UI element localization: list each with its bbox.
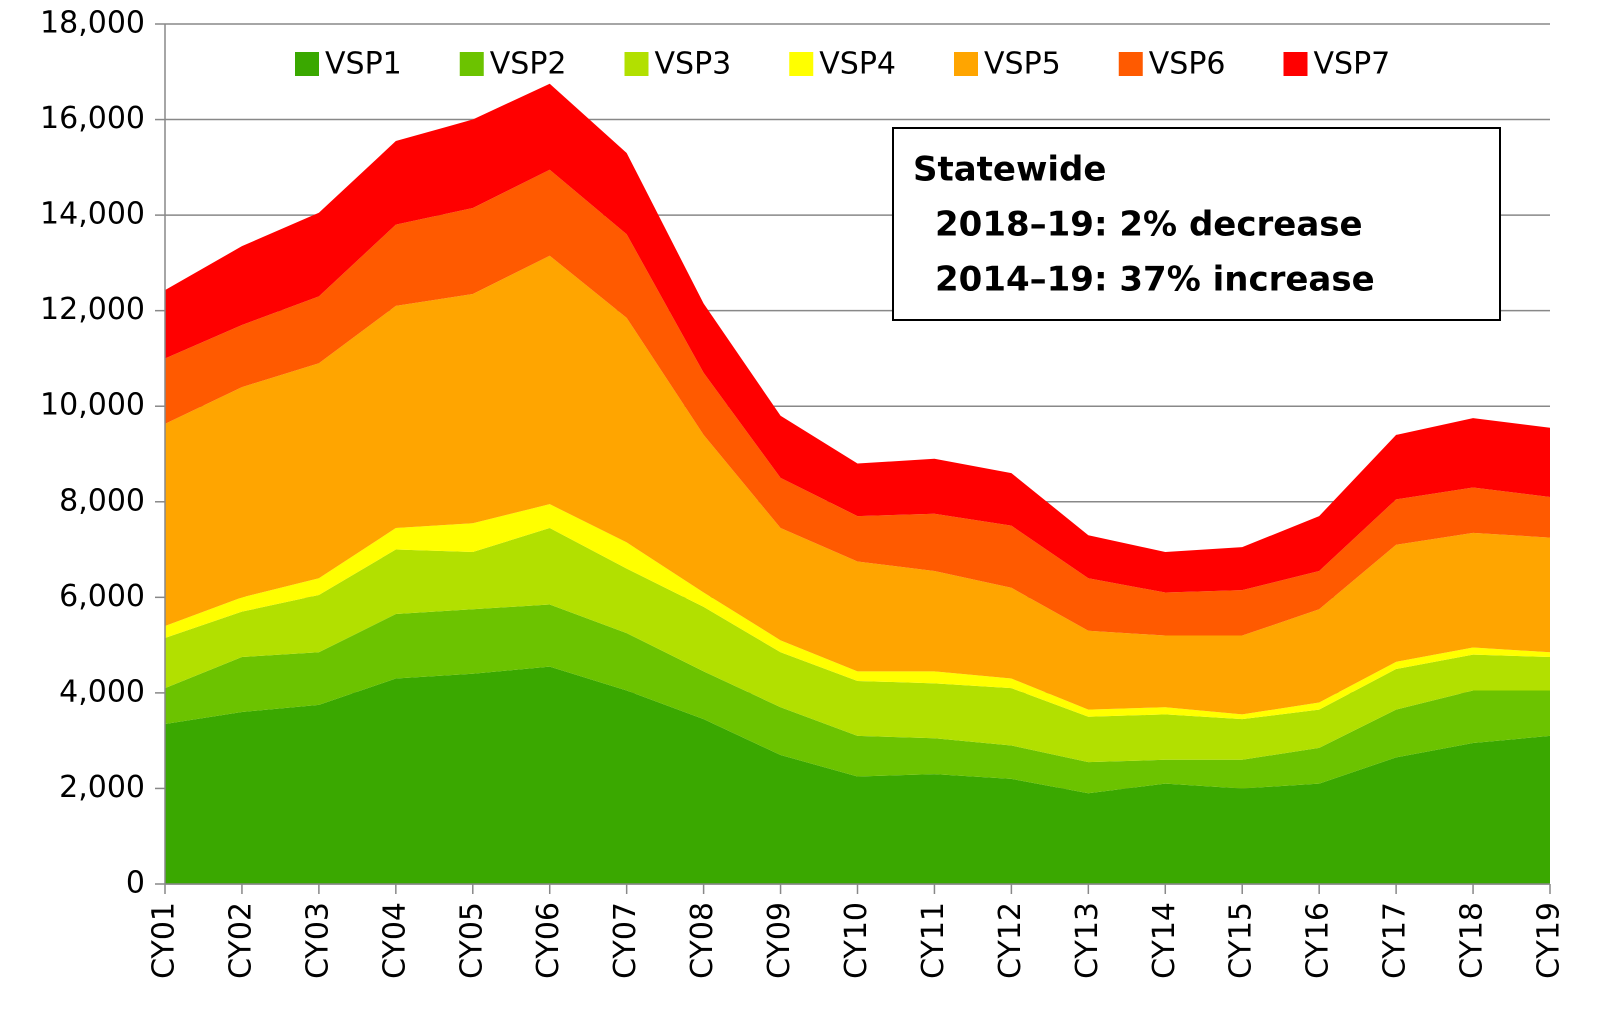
x-tick-label: CY11: [916, 902, 951, 979]
legend-swatch: [789, 52, 814, 76]
area: [165, 83, 1550, 593]
x-tick-label: CY02: [223, 902, 258, 979]
x-tick-label: CY05: [454, 902, 489, 979]
x-tick-label: CY16: [1301, 902, 1336, 979]
legend-label: VSP7: [1314, 47, 1391, 82]
y-tick-label: 8,000: [59, 483, 145, 518]
legend-swatch: [624, 52, 649, 76]
legend-label: VSP6: [1149, 47, 1226, 82]
x-tick-label: CY07: [608, 902, 643, 979]
x-tick-label: CY13: [1070, 902, 1105, 979]
x-tick-label: CY09: [762, 902, 797, 979]
x-tick-label: CY10: [839, 902, 874, 979]
y-tick-label: 12,000: [40, 292, 145, 327]
annotation: Statewide: [913, 150, 1106, 190]
axes: 0 2,000 4,000 6,000 8,000 10,000 12,000 14,000 1…: [40, 6, 1566, 979]
y-tick-label: 0: [126, 866, 145, 901]
x-tick-label: CY18: [1455, 902, 1490, 979]
x-tick-label: CY01: [147, 902, 182, 979]
annotation: 2014–19: 37% increase: [935, 260, 1375, 300]
x-tick-label: CY19: [1532, 902, 1567, 979]
y-tick-label: 14,000: [40, 197, 145, 232]
area: [165, 169, 1550, 636]
x-tick-label: CY08: [685, 902, 720, 979]
legend-swatch: [1118, 52, 1143, 76]
y-tick-label: 2,000: [59, 770, 145, 805]
y-tick-label: 6,000: [59, 579, 145, 614]
legend-swatch: [295, 52, 319, 76]
x-tick-label: CY17: [1378, 902, 1413, 979]
x-tick-label: CY06: [531, 902, 566, 979]
legend-label: VSP4: [819, 47, 896, 82]
legend-swatch: [459, 52, 484, 76]
area: [165, 666, 1550, 884]
x-tick-label: CY04: [377, 902, 412, 979]
y-tick-label: 16,000: [40, 101, 145, 136]
legend-label: VSP1: [325, 47, 402, 82]
areas: [165, 83, 1550, 884]
area: [165, 504, 1550, 720]
y-tick-label: 18,000: [40, 6, 145, 41]
legend-label: VSP5: [984, 47, 1061, 82]
area: [165, 528, 1550, 763]
x-tick-label: CY12: [993, 902, 1028, 979]
x-tick-label: CY14: [1147, 902, 1182, 979]
legend-swatch: [954, 52, 978, 76]
area: [165, 255, 1550, 715]
annotation: 2018–19: 2% decrease: [935, 205, 1363, 245]
legend-label: VSP2: [490, 47, 567, 82]
x-tick-label: CY15: [1224, 902, 1259, 979]
y-tick-label: 4,000: [59, 674, 145, 709]
annotation-box: Statewide 2018–19: 2% decrease 2014–19: …: [892, 127, 1501, 321]
legend-label: VSP3: [655, 47, 732, 82]
annotation-frame: [892, 127, 1501, 321]
legend: VSP1 VSP2 VSP3 VSP4 VSP5 VSP6 VSP7: [295, 47, 1390, 82]
x-tick-label: CY03: [300, 902, 335, 979]
legend-swatch: [1283, 52, 1308, 76]
y-tick-label: 10,000: [40, 388, 145, 423]
area: [165, 604, 1550, 794]
